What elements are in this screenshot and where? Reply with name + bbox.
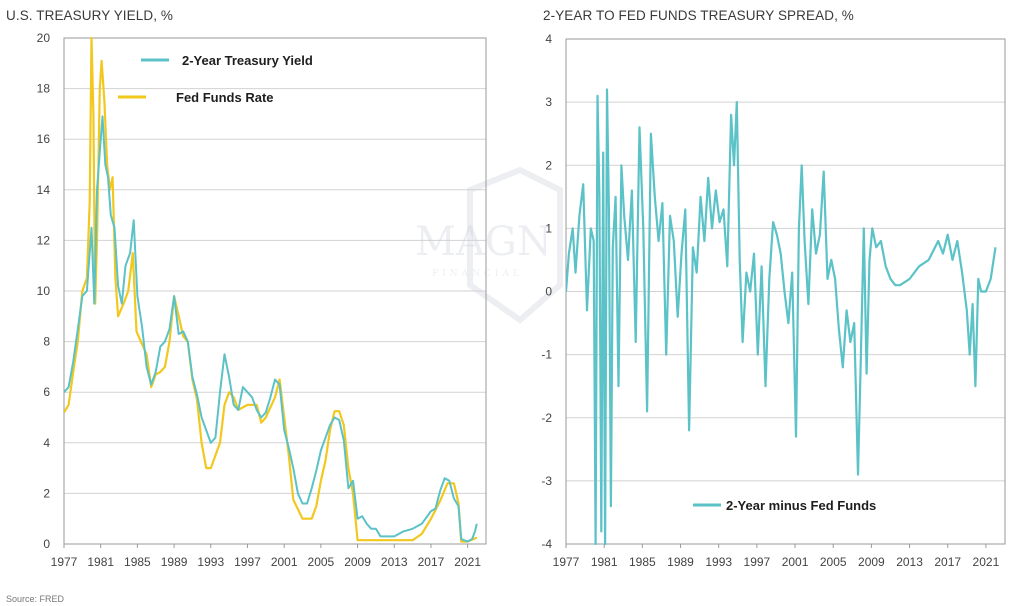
y-tick-label: 16: [37, 132, 51, 146]
y-tick-label: 6: [43, 385, 50, 399]
x-tick-label: 1977: [51, 555, 78, 569]
plot-frame: [63, 37, 487, 545]
y-tick-label: -2: [541, 411, 552, 425]
y-tick-label: -1: [541, 348, 552, 362]
y-tick-label: 2: [43, 486, 50, 500]
y-tick-label: 18: [37, 82, 51, 96]
series-line-fed-funds-rate: [64, 37, 478, 543]
y-tick-label: 12: [37, 233, 51, 247]
x-tick-label: 2013: [381, 555, 408, 569]
x-tick-label: 1993: [197, 555, 224, 569]
x-tick-label: 1985: [124, 555, 151, 569]
left-chart-title: U.S. TREASURY YIELD, %: [6, 8, 174, 23]
x-tick-label: 2021: [454, 555, 481, 569]
x-tick-label: 2001: [271, 555, 298, 569]
y-tick-label: 4: [43, 436, 50, 450]
x-tick-label: 1989: [161, 555, 188, 569]
y-tick-label: 8: [43, 335, 50, 349]
right-chart-title: 2-YEAR TO FED FUNDS TREASURY SPREAD, %: [543, 8, 854, 23]
x-tick-label: 1997: [744, 555, 771, 569]
x-tick-label: 2005: [820, 555, 847, 569]
legend-label: 2-Year Treasury Yield: [182, 53, 313, 68]
y-tick-label: 2: [545, 158, 552, 172]
y-tick-label: 3: [545, 95, 552, 109]
x-tick-label: 2017: [934, 555, 961, 569]
y-tick-label: 10: [37, 284, 51, 298]
x-tick-label: 2017: [418, 555, 445, 569]
y-tick-label: -4: [541, 537, 552, 551]
treasury-yield-chart: 0 2 4 6 8 10 12 14 16 18 20 1977 1981 1985 1989 1993 199…: [37, 31, 487, 569]
x-tick-label: 2021: [973, 555, 1000, 569]
x-tick-label: 1985: [629, 555, 656, 569]
y-tick-label: 20: [37, 31, 51, 45]
watermark-tagline: FINANCIAL: [432, 269, 523, 279]
watermark-logo: MAGN FINANCIAL: [415, 166, 563, 324]
x-tick-label: 2001: [782, 555, 809, 569]
x-tick-label: 2009: [344, 555, 371, 569]
x-tick-label: 1989: [667, 555, 694, 569]
legend-label: Fed Funds Rate: [176, 90, 274, 105]
watermark-brand: MAGN: [415, 219, 552, 265]
x-tick-label: 2005: [308, 555, 335, 569]
y-tick-label: 0: [43, 537, 50, 551]
x-tick-label: 2013: [896, 555, 923, 569]
x-tick-label: 1993: [705, 555, 732, 569]
x-tick-label: 1977: [553, 555, 580, 569]
legend-label: 2-Year minus Fed Funds: [726, 498, 876, 513]
y-tick-label: -3: [541, 474, 552, 488]
series-line-2-year-treasury-yield: [64, 115, 478, 543]
x-tick-label: 2009: [858, 555, 885, 569]
y-tick-label: 1: [545, 221, 552, 235]
y-tick-label: 0: [545, 285, 552, 299]
x-tick-label: 1981: [87, 555, 114, 569]
series-line-2-year-minus-fed-funds: [566, 88, 997, 545]
spread-chart: -4 -3 -2 -1 0 1 2 3 4 1977 1981 1985 1989 1993 1997 200…: [541, 32, 1006, 569]
source-note: Source: FRED: [6, 594, 65, 604]
y-tick-label: 14: [37, 183, 51, 197]
x-tick-label: 1997: [234, 555, 261, 569]
y-tick-label: 4: [545, 32, 552, 46]
x-tick-label: 1981: [591, 555, 618, 569]
